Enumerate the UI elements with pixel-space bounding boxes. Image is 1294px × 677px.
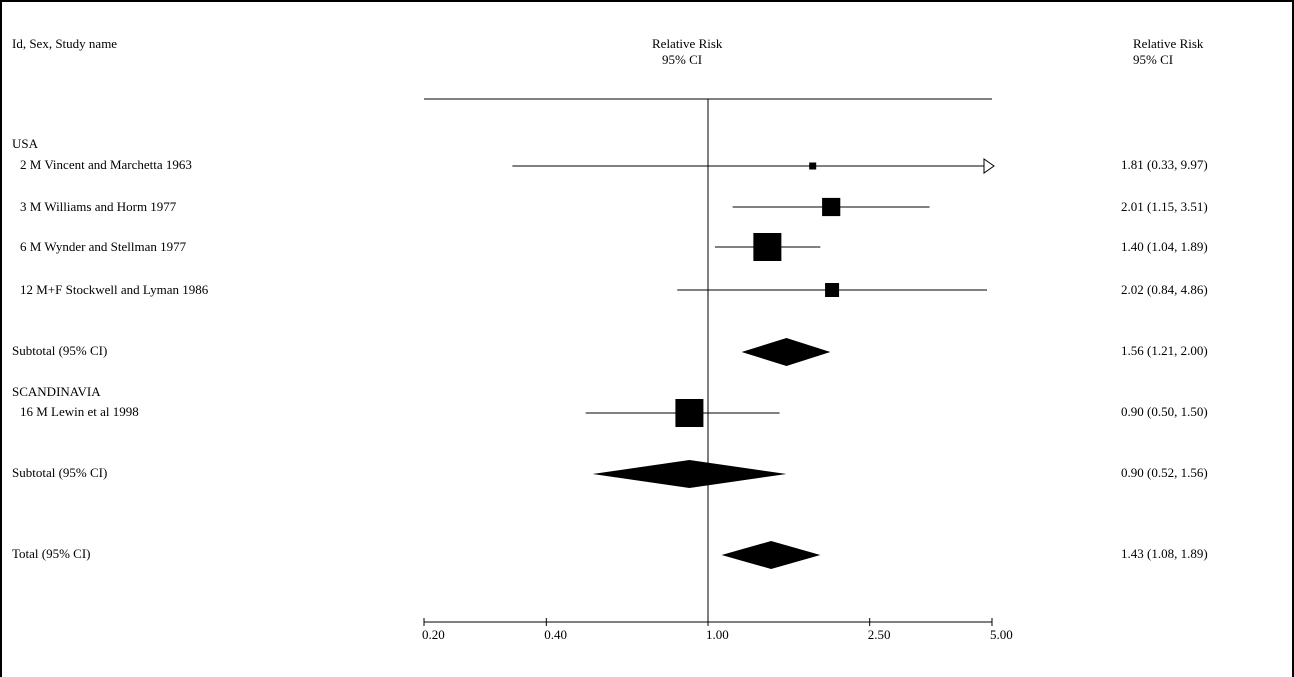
ci-value: 1.56 (1.21, 2.00) xyxy=(1121,343,1208,358)
point-estimate-box xyxy=(809,162,817,170)
point-estimate-box xyxy=(675,399,704,427)
header-plot-title: Relative Risk xyxy=(652,36,723,51)
x-tick-label: 2.50 xyxy=(868,627,891,642)
header-study-label: Id, Sex, Study name xyxy=(12,36,118,51)
header-plot-subtitle: 95% CI xyxy=(662,52,703,67)
total-diamond xyxy=(721,541,821,569)
study-label: 12 M+F Stockwell and Lyman 1986 xyxy=(20,282,209,297)
point-estimate-box xyxy=(753,233,782,261)
ci-arrow xyxy=(983,158,995,174)
subtotal-label: Subtotal (95% CI) xyxy=(12,465,108,480)
ci-value: 0.90 (0.52, 1.56) xyxy=(1121,465,1208,480)
subtotal-label: Subtotal (95% CI) xyxy=(12,343,108,358)
study-label: 6 M Wynder and Stellman 1977 xyxy=(20,239,187,254)
header-ci-title: Relative Risk xyxy=(1133,36,1204,51)
ci-value: 1.81 (0.33, 9.97) xyxy=(1121,157,1208,172)
x-tick-label: 0.20 xyxy=(422,627,445,642)
ci-value: 0.90 (0.50, 1.50) xyxy=(1121,404,1208,419)
point-estimate-box xyxy=(825,283,840,297)
ci-value: 2.02 (0.84, 4.86) xyxy=(1121,282,1208,297)
group-label-usa: USA xyxy=(12,136,39,151)
study-label: 2 M Vincent and Marchetta 1963 xyxy=(20,157,192,172)
x-tick-label: 1.00 xyxy=(706,627,729,642)
group-label-scandinavia: SCANDINAVIA xyxy=(12,384,101,399)
study-label: 16 M Lewin et al 1998 xyxy=(20,404,139,419)
study-label: 3 M Williams and Horm 1977 xyxy=(20,199,177,214)
ci-value: 1.40 (1.04, 1.89) xyxy=(1121,239,1208,254)
ci-value: 2.01 (1.15, 3.51) xyxy=(1121,199,1208,214)
x-tick-label: 0.40 xyxy=(544,627,567,642)
subtotal-diamond xyxy=(592,460,787,488)
point-estimate-box xyxy=(822,197,841,217)
x-tick-label: 5.00 xyxy=(990,627,1013,642)
total-label: Total (95% CI) xyxy=(12,546,91,561)
header-ci-subtitle: 95% CI xyxy=(1133,52,1174,67)
subtotal-diamond xyxy=(741,338,831,366)
ci-value: 1.43 (1.08, 1.89) xyxy=(1121,546,1208,561)
